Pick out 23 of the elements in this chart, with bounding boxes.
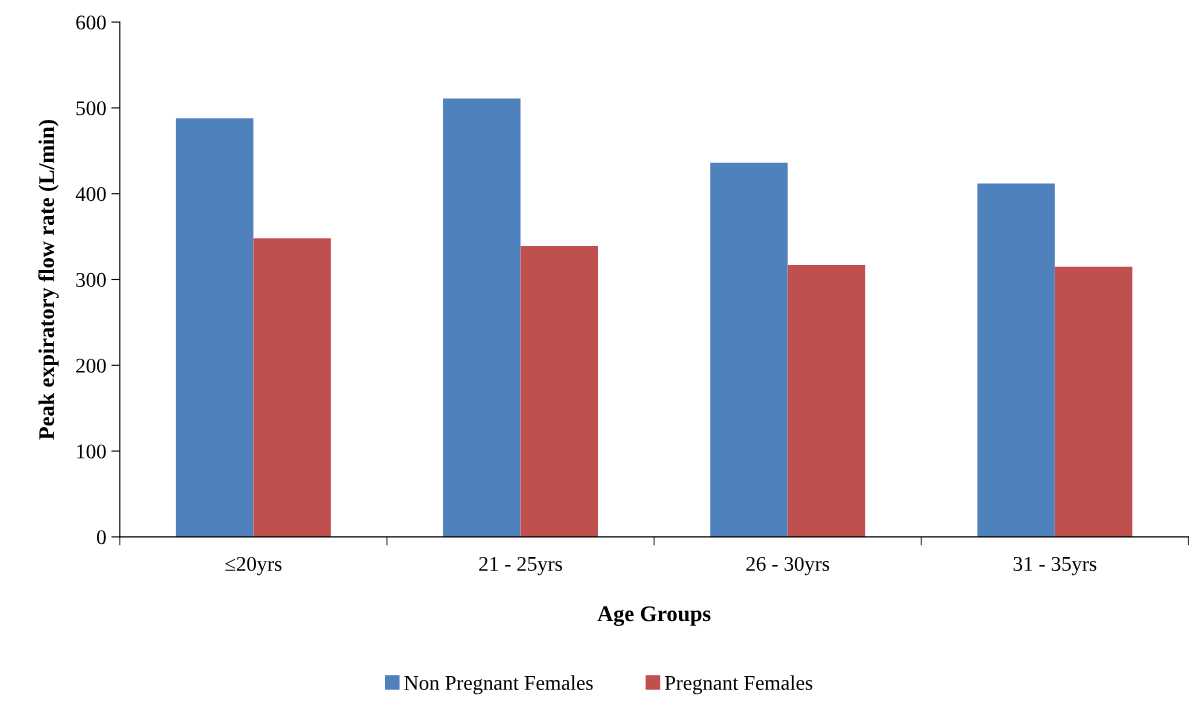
bar [710, 162, 788, 537]
bar [175, 118, 254, 537]
y-tick-label: 200 [76, 358, 106, 373]
bar [1054, 266, 1133, 537]
y-tick-label: 0 [96, 530, 106, 545]
legend-label: Pregnant Females [664, 675, 813, 695]
x-axis-title: Age Groups [597, 606, 711, 626]
x-tick-label: ≤20yrs [225, 556, 282, 576]
x-tick-label: 31 - 35yrs [1013, 556, 1097, 576]
y-tick-label: 500 [76, 101, 106, 116]
bar [443, 98, 521, 537]
y-tick-label: 100 [77, 444, 106, 459]
y-tick-label: 300 [76, 272, 106, 287]
y-tick-label: 600 [76, 15, 106, 30]
bar [787, 264, 866, 537]
x-tick-label: 21 - 25yrs [479, 556, 563, 576]
bar [977, 183, 1055, 537]
bar [520, 246, 599, 537]
y-tick-label: 400 [75, 187, 106, 202]
bar [253, 238, 331, 537]
legend-label: Non Pregnant Females [404, 675, 593, 695]
x-tick-label: 26 - 30yrs [746, 556, 830, 576]
y-axis-title: Peak expiratory flow rate (L/min) [38, 120, 59, 440]
